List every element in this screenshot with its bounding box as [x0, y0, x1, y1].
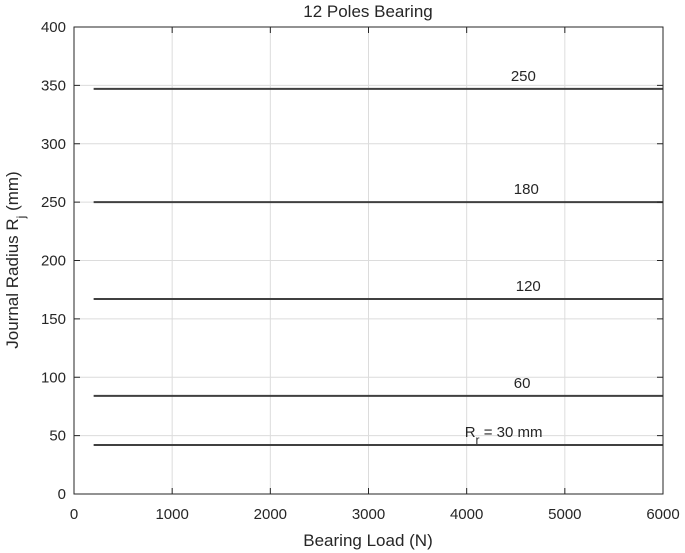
ticks-layer: [73, 26, 664, 495]
series-label-1: 180: [514, 181, 539, 198]
y-tick-label: 100: [41, 369, 66, 386]
y-tick-label: 150: [41, 311, 66, 328]
y-tick-label: 350: [41, 77, 66, 94]
y-tick-label: 50: [49, 428, 66, 445]
y-axis-title-unit: (mm): [3, 171, 22, 215]
series-labels: 250 180 120 60 Rr = 30 mm: [465, 68, 543, 447]
x-tick-label: 4000: [450, 506, 483, 523]
chart-title: 12 Poles Bearing: [303, 2, 432, 21]
y-axis-title-subscript: j: [14, 216, 28, 220]
series-label-4: Rr = 30 mm: [465, 424, 543, 447]
y-tick-label: 250: [41, 194, 66, 211]
series-label-2: 120: [516, 278, 541, 295]
series-label-main: R: [465, 424, 476, 441]
y-tick-label: 0: [58, 486, 66, 503]
series-label-3: 60: [514, 375, 531, 392]
y-tick-label: 200: [41, 253, 66, 270]
x-tick-label: 6000: [646, 506, 679, 523]
x-tick-label: 5000: [548, 506, 581, 523]
x-tick-label: 2000: [254, 506, 287, 523]
series-label-suffix: = 30 mm: [480, 424, 543, 441]
x-tick-label: 0: [70, 506, 78, 523]
series-label-subscript: r: [476, 433, 480, 447]
series-layer: [93, 87, 663, 446]
x-axis-title: Bearing Load (N): [303, 531, 432, 550]
y-axis-title: Journal Radius Rj (mm): [3, 171, 28, 348]
x-tick-labels: 0 1000 2000 3000 4000 5000 6000: [70, 506, 680, 523]
y-tick-labels: 0 50 100 150 200 250 300 350 400: [41, 19, 66, 503]
series-label-0: 250: [511, 68, 536, 85]
x-tick-label: 1000: [155, 506, 188, 523]
y-tick-label: 400: [41, 19, 66, 36]
y-axis-title-main: Journal Radius R: [3, 218, 22, 348]
x-tick-label: 3000: [352, 506, 385, 523]
y-tick-label: 300: [41, 136, 66, 153]
grid-layer: [73, 26, 664, 495]
